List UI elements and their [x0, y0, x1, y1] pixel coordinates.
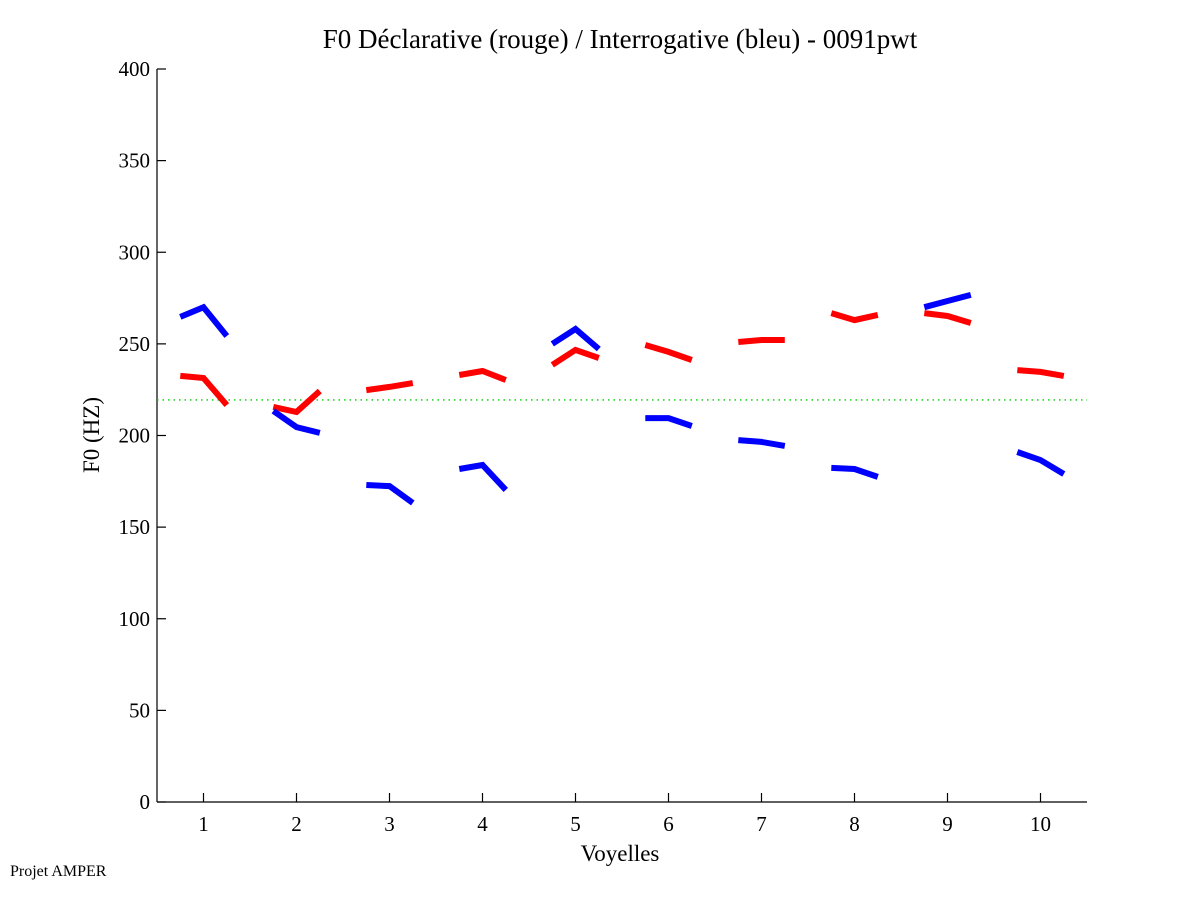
- x-tick-label: 6: [663, 812, 674, 836]
- f0-segment-vowel-2: [271, 408, 321, 436]
- f0-segment-vowel-9: [923, 291, 972, 311]
- f0-segment-vowel-4: [458, 367, 507, 383]
- f0-segment-vowel-10: [1016, 449, 1066, 477]
- x-tick-label: 8: [849, 812, 860, 836]
- x-tick-label: 10: [1030, 812, 1051, 836]
- series-dclarative: [180, 310, 1065, 416]
- f0-segment-vowel-1: [180, 372, 230, 408]
- y-tick-label: 250: [119, 332, 151, 356]
- f0-segment-vowel-9: [923, 310, 972, 326]
- series-interrogative: [179, 291, 1066, 506]
- series-group: [179, 291, 1066, 506]
- f0-segment-vowel-6: [645, 415, 693, 429]
- y-tick-label: 0: [140, 790, 151, 814]
- y-tick-label: 350: [119, 149, 151, 173]
- y-tick-label: 300: [119, 240, 151, 264]
- x-tick-label: 4: [477, 812, 488, 836]
- x-tick-label: 2: [291, 812, 302, 836]
- f0-segment-vowel-6: [644, 342, 693, 363]
- x-tick-label: 5: [570, 812, 581, 836]
- f0-segment-vowel-4: [458, 461, 508, 492]
- y-tick-label: 200: [119, 424, 151, 448]
- f0-segment-vowel-2: [272, 388, 322, 416]
- x-tick-label: 7: [756, 812, 767, 836]
- x-tick-label: 1: [198, 812, 209, 836]
- f0-segment-vowel-10: [1017, 367, 1065, 379]
- x-axis-label: Voyelles: [581, 841, 660, 866]
- f0-segment-vowel-5: [550, 346, 600, 368]
- y-tick-label: 150: [119, 515, 151, 539]
- f0-segment-vowel-5: [550, 325, 601, 352]
- y-tick-label: 400: [119, 57, 151, 81]
- y-tick-label: 50: [129, 698, 150, 722]
- x-tick-label: 3: [384, 812, 395, 836]
- axes: 0 50 100 150 200 250 300 350 400 1 2 3 4 5 6 7 8 9 10: [119, 57, 1087, 836]
- y-tick-label: 100: [119, 607, 151, 631]
- y-axis-label: F0 (HZ): [79, 397, 104, 473]
- f0-segment-vowel-1: [179, 303, 230, 338]
- f0-segment-vowel-8: [831, 464, 879, 480]
- chart-title: F0 Déclarative (rouge) / Interrogative (…: [323, 24, 918, 54]
- f0-segment-vowel-3: [365, 380, 414, 394]
- f0-segment-vowel-3: [366, 482, 415, 506]
- f0-segment-vowel-7: [738, 437, 786, 449]
- footer-credit: Projet AMPER: [10, 863, 107, 880]
- x-tick-label: 9: [942, 812, 953, 836]
- f0-segment-vowel-8: [830, 310, 879, 324]
- f0-segment-vowel-7: [738, 337, 785, 345]
